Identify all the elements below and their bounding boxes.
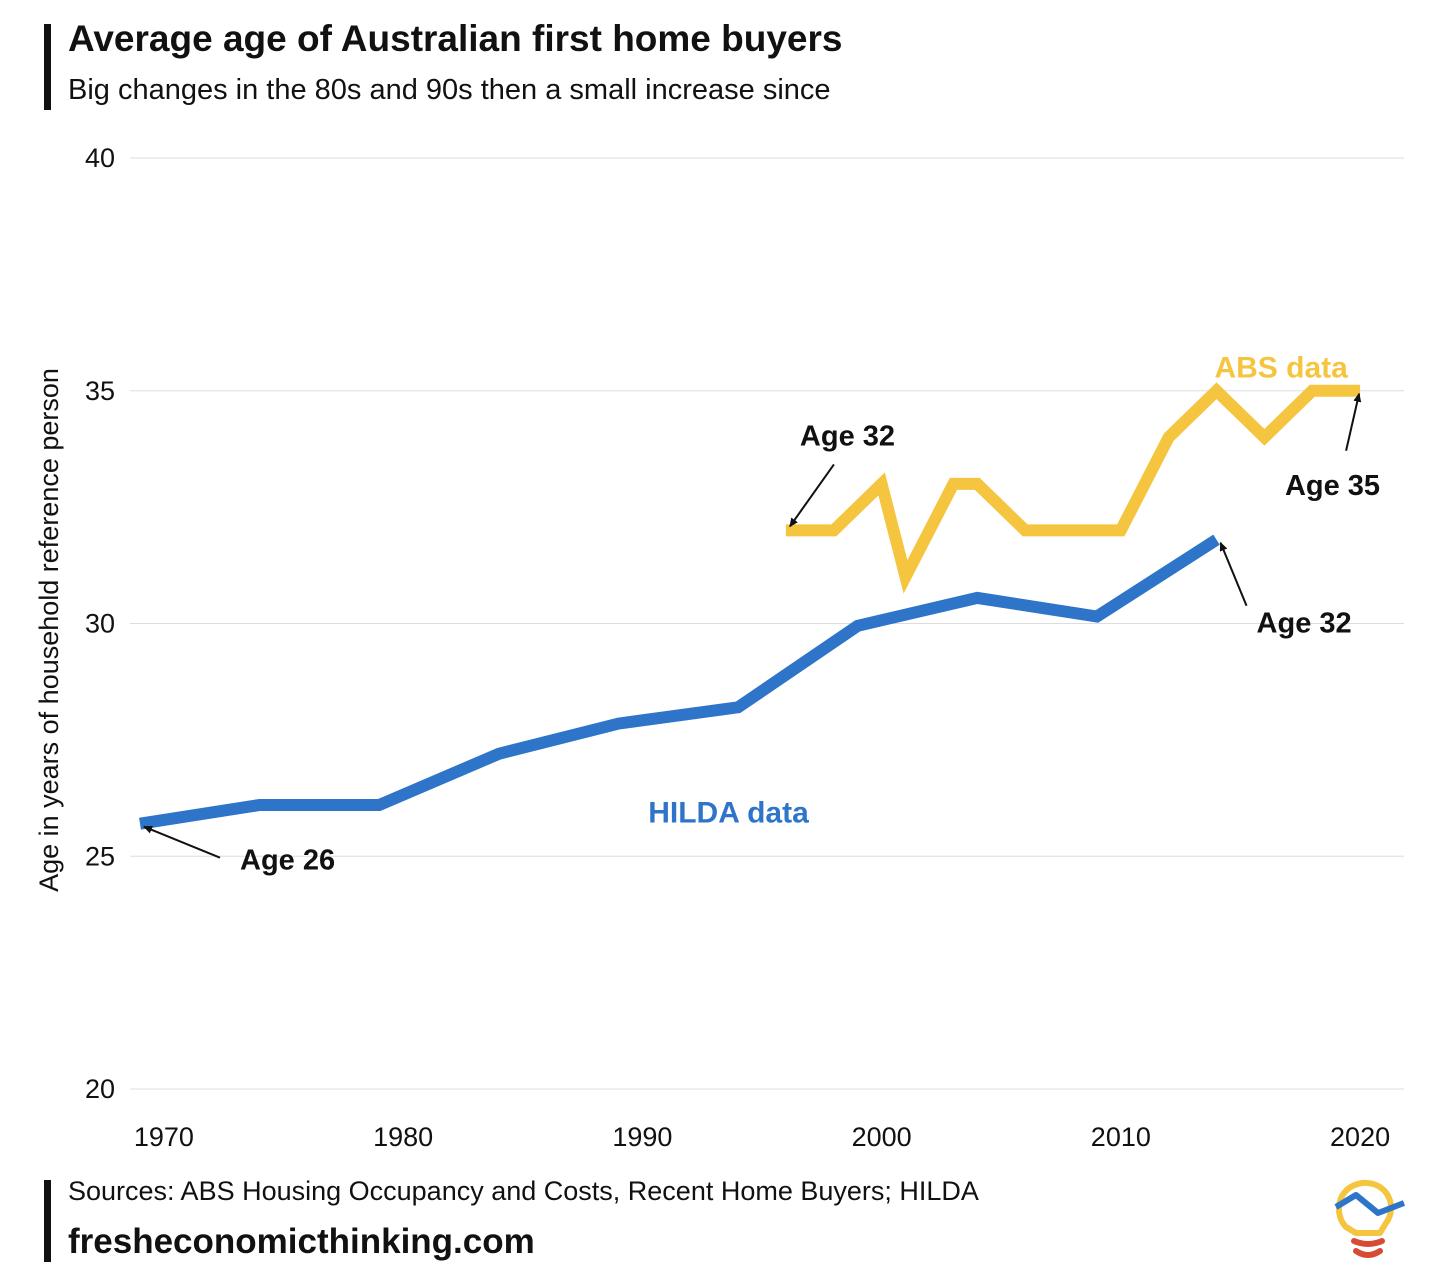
chart-subtitle: Big changes in the 80s and 90s then a sm… — [68, 74, 831, 106]
annotation-arrow — [1345, 392, 1362, 451]
website-label: fresheconomicthinking.com — [68, 1222, 535, 1261]
y-tick-label: 35 — [85, 376, 115, 406]
x-tick-label: 2000 — [852, 1122, 912, 1152]
y-axis-label: Age in years of household reference pers… — [34, 368, 64, 892]
series-label-abs: ABS data — [1214, 351, 1348, 384]
y-tick-label: 25 — [85, 841, 115, 871]
x-tick-label: 1970 — [134, 1122, 194, 1152]
y-tick-label: 30 — [85, 609, 115, 639]
annotation-arrow — [1219, 541, 1248, 607]
x-tick-label: 2020 — [1330, 1122, 1390, 1152]
series-line — [785, 382, 1361, 594]
header-accent-bar — [44, 24, 51, 110]
x-tick-label: 1990 — [612, 1122, 672, 1152]
x-tick-label: 2010 — [1091, 1122, 1151, 1152]
series-line — [139, 534, 1220, 830]
sources-note: Sources: ABS Housing Occupancy and Costs… — [68, 1176, 979, 1206]
annotation-label: Age 32 — [800, 420, 895, 452]
y-tick-label: 40 — [85, 143, 115, 173]
annotation-label: Age 26 — [240, 845, 335, 877]
lightbulb-logo-icon — [1334, 1179, 1406, 1258]
annotation-arrow — [143, 825, 221, 859]
annotation-label: Age 35 — [1285, 470, 1380, 502]
annotation-arrow — [789, 463, 835, 528]
annotation-label: Age 32 — [1257, 608, 1352, 640]
y-tick-label: 20 — [85, 1074, 115, 1104]
footer-accent-bar — [44, 1180, 51, 1262]
x-tick-label: 1980 — [373, 1122, 433, 1152]
series-label-hilda: HILDA data — [648, 797, 809, 830]
chart-title: Average age of Australian first home buy… — [68, 18, 843, 59]
